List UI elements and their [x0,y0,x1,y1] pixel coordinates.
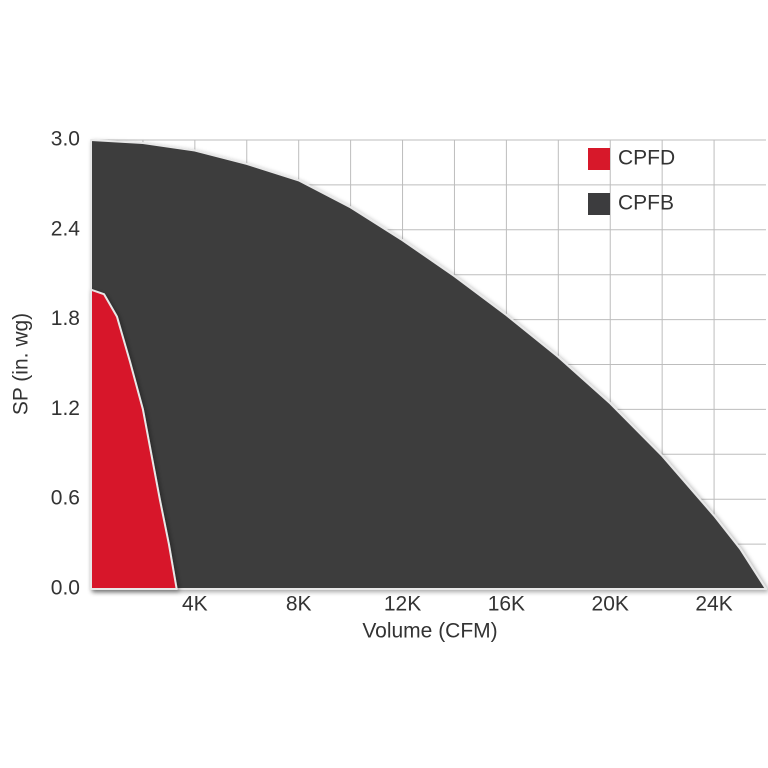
legend-swatch [588,148,610,170]
x-tick-label: 8K [286,593,312,616]
area [90,139,767,590]
x-tick-label: 20K [592,593,629,616]
y-tick-label: 1.2 [51,397,80,420]
x-axis-label: Volume (CFM) [362,620,497,643]
x-tick-label: 12K [384,593,421,616]
x-tick-label: 16K [488,593,525,616]
legend-swatch [588,193,610,215]
y-tick-label: 0.0 [51,577,80,600]
y-tick-label: 1.8 [51,307,80,330]
y-tick-label: 3.0 [51,128,80,151]
y-axis-label: SP (in. wg) [10,313,33,415]
x-tick-label: 4K [182,593,208,616]
y-tick-label: 2.4 [51,217,81,240]
x-tick-label: 24K [695,593,732,616]
legend-label: CPFB [618,192,674,215]
legend-label: CPFD [618,147,675,170]
y-tick-label: 0.6 [51,487,80,510]
area [90,288,178,590]
